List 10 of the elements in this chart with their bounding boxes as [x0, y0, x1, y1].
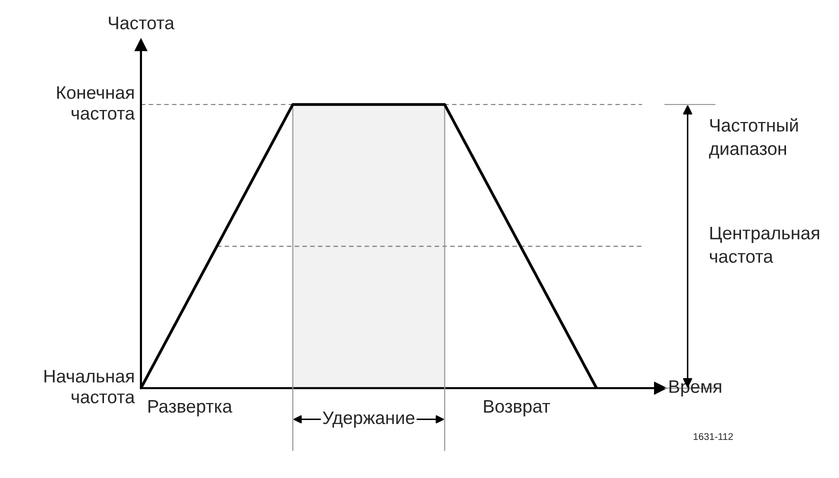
text: Конечная частота — [57, 86, 135, 120]
text: Развертка — [148, 400, 232, 416]
text: 1631-112 — [694, 433, 733, 440]
text: Центральная частота — [710, 226, 820, 263]
text: Удержание — [322, 412, 414, 428]
text: Возврат — [484, 400, 550, 416]
y-axis-title: Частота — [108, 16, 174, 30]
x-axis-title: Время — [670, 380, 722, 397]
text: Начальная частота — [44, 370, 135, 404]
text: Частотный диапазон — [709, 118, 798, 158]
